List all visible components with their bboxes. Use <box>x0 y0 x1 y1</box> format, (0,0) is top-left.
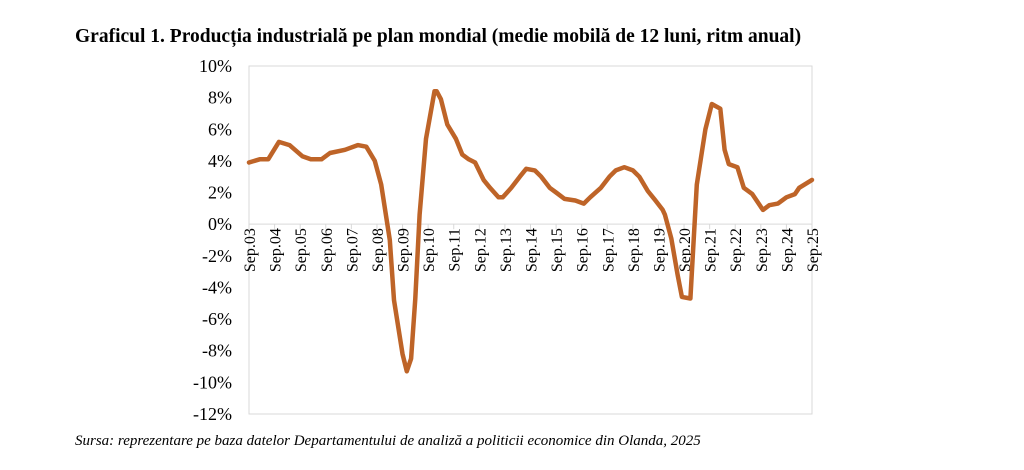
x-tick-label: Sep.10 <box>421 228 438 272</box>
y-tick-label: -10% <box>193 372 232 392</box>
x-tick-label: Sep.25 <box>805 228 822 272</box>
x-tick-label: Sep.09 <box>396 228 413 272</box>
plot-area-border <box>248 65 813 415</box>
y-tick-label: 0% <box>208 214 232 234</box>
y-tick-label: -6% <box>202 309 232 329</box>
x-tick-label: Sep.22 <box>728 228 745 272</box>
y-tick-label: 10% <box>199 56 232 76</box>
x-tick-label: Sep.07 <box>344 228 361 272</box>
y-tick-label: -8% <box>202 341 232 361</box>
y-tick-label: 2% <box>208 183 232 203</box>
chart-title: Graficul 1. Producția industrială pe pla… <box>75 26 802 47</box>
y-tick-label: 8% <box>208 88 232 108</box>
series-line <box>246 89 815 374</box>
x-tick-label: Sep.05 <box>293 228 310 272</box>
x-tick-label: Sep.21 <box>703 228 720 272</box>
chart-source: Sursa: reprezentare pe baza datelor Depa… <box>75 433 701 449</box>
y-tick-label: -4% <box>202 277 232 297</box>
x-tick-label: Sep.06 <box>319 228 336 272</box>
x-tick-label: Sep.18 <box>626 228 643 272</box>
x-tick-label: Sep.12 <box>472 228 489 272</box>
y-tick-label: 4% <box>208 151 232 171</box>
x-tick-label: Sep.19 <box>651 228 668 272</box>
y-tick-label: -12% <box>193 404 232 424</box>
x-tick-label: Sep.16 <box>575 228 592 272</box>
x-tick-label: Sep.13 <box>498 228 515 272</box>
x-tick-label: Sep.23 <box>754 228 771 272</box>
x-tick-label: Sep.04 <box>268 228 285 272</box>
x-tick-label: Sep.15 <box>549 228 566 272</box>
x-tick-label: Sep.17 <box>600 228 617 272</box>
x-tick-label: Sep.11 <box>447 228 464 271</box>
x-tick-label: Sep.03 <box>242 228 259 272</box>
x-tick-label: Sep.14 <box>524 228 541 272</box>
y-tick-label: 6% <box>208 119 232 139</box>
x-tick-label: Sep.24 <box>779 228 796 272</box>
y-tick-label: -2% <box>202 246 232 266</box>
x-tick-label: Sep.08 <box>370 228 387 272</box>
x-tick-label: Sep.20 <box>677 228 694 272</box>
